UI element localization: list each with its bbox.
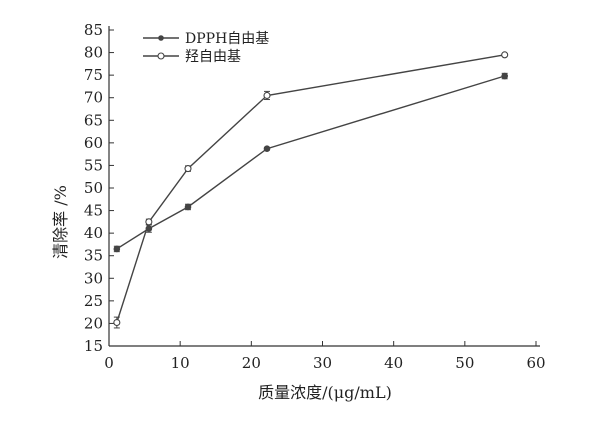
y-tick-label: 50 — [84, 179, 103, 197]
y-tick-label: 70 — [84, 89, 103, 107]
legend-label: DPPH自由基 — [185, 30, 269, 47]
y-tick-label: 15 — [84, 337, 103, 355]
y-tick-label: 35 — [84, 247, 103, 265]
data-point — [145, 218, 153, 226]
x-tick-label: 40 — [384, 354, 403, 372]
x-axis-title: 质量浓度/(μg/mL) — [258, 383, 392, 402]
data-point — [113, 245, 121, 253]
y-tick-label: 60 — [84, 134, 103, 152]
series-line — [116, 75, 505, 250]
x-tick-label: 10 — [171, 354, 190, 372]
legend-label: 羟自由基 — [185, 48, 241, 65]
y-tick-label: 80 — [84, 44, 103, 62]
legend-item-2: 羟自由基 — [143, 48, 241, 65]
y-axis-title: 清除率 /% — [51, 185, 70, 259]
series-group — [113, 51, 509, 329]
x-tick-label: 30 — [313, 354, 332, 372]
axes — [108, 26, 540, 347]
data-point — [501, 72, 508, 80]
ticks: 15 20 25 30 35 40 45 50 55 60 65 70 75 80 85 0 10 20 30 40 5… — [84, 21, 546, 372]
y-tick-label: 75 — [84, 66, 103, 84]
series-line — [116, 54, 505, 323]
data-point — [184, 203, 192, 211]
y-tick-label: 40 — [84, 224, 103, 242]
y-tick-label: 20 — [84, 314, 103, 332]
y-tick-label: 85 — [84, 21, 103, 39]
data-point — [113, 318, 121, 327]
legend-marker — [158, 35, 164, 41]
x-tick-label: 60 — [526, 354, 545, 372]
series-1 — [113, 72, 508, 253]
y-tick-label: 65 — [84, 111, 103, 129]
data-point — [501, 51, 509, 59]
x-tick-label: 0 — [104, 354, 114, 372]
legend-item-1: DPPH自由基 — [143, 30, 269, 47]
data-point — [263, 145, 271, 153]
y-tick-label: 25 — [84, 292, 103, 310]
legend-marker — [157, 52, 165, 60]
data-point — [184, 165, 192, 173]
x-tick-label: 20 — [242, 354, 261, 372]
x-tick-label: 50 — [455, 354, 474, 372]
y-tick-label: 45 — [84, 202, 103, 220]
series-2 — [113, 51, 509, 329]
y-tick-label: 55 — [84, 156, 103, 174]
data-point — [263, 91, 271, 100]
y-tick-label: 30 — [84, 269, 103, 287]
